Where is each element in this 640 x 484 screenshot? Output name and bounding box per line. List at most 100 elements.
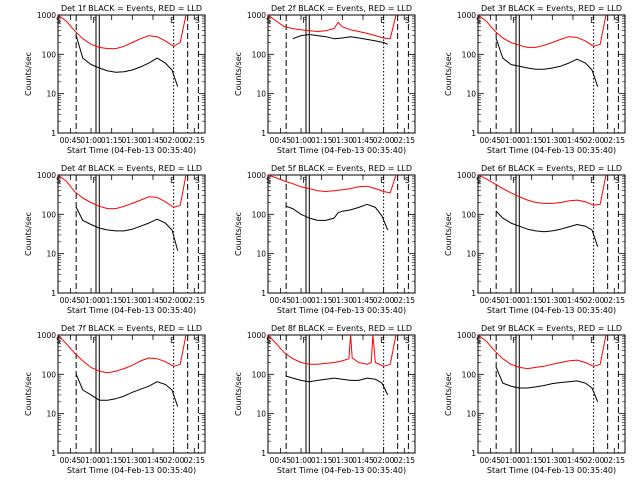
x-tick-label: 00:45 <box>480 136 502 145</box>
y-tick-label: 10 <box>46 250 56 259</box>
marker-label: S <box>266 176 271 185</box>
series-lld <box>268 335 397 367</box>
y-tick-label: 10 <box>256 90 266 99</box>
marker-label: F <box>512 16 516 25</box>
marker-lines <box>495 175 619 293</box>
y-tick-label: 1000 <box>247 331 266 340</box>
x-tick-label: 01:15 <box>521 136 543 145</box>
x-tick-label: 01:30 <box>122 296 144 305</box>
x-tick-label: 01:00 <box>500 296 522 305</box>
marker-lines <box>75 175 199 293</box>
series-group <box>268 15 397 45</box>
y-tick-label: 1 <box>51 129 56 138</box>
x-tick-label: 01:30 <box>332 456 354 465</box>
panel-6f: Det 6f BLACK = Events, RED = LLD Counts/s… <box>444 164 626 315</box>
panel-title: Det 3f BLACK = Events, RED = LLD <box>481 4 622 13</box>
panel-1f: Det 1f BLACK = Events, RED = LLD Counts/s… <box>24 4 206 155</box>
x-tick-label: 00:45 <box>480 456 502 465</box>
y-tick-label: 1 <box>51 289 56 298</box>
marker-label: E <box>590 176 595 185</box>
x-tick-label: 01:15 <box>101 136 123 145</box>
series-group <box>58 175 187 251</box>
x-tick-label: 01:30 <box>542 136 564 145</box>
series-events <box>495 210 599 247</box>
x-tick-label: 02:15 <box>183 136 205 145</box>
marker-lines <box>285 335 409 453</box>
y-tick-label: 1 <box>471 449 476 458</box>
series-group <box>268 175 397 231</box>
x-tick-label: 02:00 <box>583 456 605 465</box>
x-tick-label: 02:00 <box>373 296 395 305</box>
y-tick-label: 1000 <box>37 331 56 340</box>
x-tick-label: 02:15 <box>603 296 625 305</box>
x-tick-label: 01:15 <box>521 296 543 305</box>
plot-frame <box>477 14 626 134</box>
x-tick-label: 01:45 <box>562 136 584 145</box>
y-tick-label: 1000 <box>457 331 476 340</box>
marker-label: S <box>195 16 200 25</box>
marker-label: S <box>56 336 61 345</box>
panel-3f: Det 3f BLACK = Events, RED = LLD Counts/s… <box>444 4 626 155</box>
x-tick-label: 01:30 <box>332 296 354 305</box>
y-axis-label: Counts/sec <box>444 212 453 256</box>
marker-label: E <box>380 336 385 345</box>
marker-label: S <box>266 16 271 25</box>
x-tick-label: 01:45 <box>562 296 584 305</box>
y-tick-label: 1000 <box>247 171 266 180</box>
x-tick-label: 01:45 <box>352 296 374 305</box>
y-tick-label: 10 <box>466 250 476 259</box>
y-axis-label: Counts/sec <box>234 372 243 416</box>
y-tick-label: 100 <box>42 370 57 379</box>
x-tick-label: 01:15 <box>311 136 333 145</box>
series-events <box>286 203 389 231</box>
y-tick-label: 10 <box>46 410 56 419</box>
y-tick-label: 10 <box>46 90 56 99</box>
x-tick-label: 01:00 <box>290 456 312 465</box>
series-lld <box>268 175 397 194</box>
y-tick-label: 100 <box>462 370 477 379</box>
x-tick-label: 02:15 <box>183 456 205 465</box>
y-tick-label: 100 <box>462 210 477 219</box>
marker-label: E <box>170 176 175 185</box>
marker-label: F <box>302 336 306 345</box>
x-tick-label: 01:00 <box>80 456 102 465</box>
x-tick-label: 02:15 <box>603 136 625 145</box>
marker-label: F <box>302 176 306 185</box>
marker-label: S <box>476 336 481 345</box>
y-tick-label: 1 <box>261 449 266 458</box>
series-events <box>75 374 179 407</box>
panel-8f: Det 8f BLACK = Events, RED = LLD Counts/s… <box>234 324 416 475</box>
series-group <box>268 335 397 396</box>
x-tick-label: 01:15 <box>101 296 123 305</box>
y-tick-label: 10 <box>466 410 476 419</box>
x-tick-label: 01:45 <box>142 136 164 145</box>
marker-label: S <box>56 176 61 185</box>
x-tick-label: 01:45 <box>352 456 374 465</box>
y-tick-label: 1000 <box>247 11 266 20</box>
x-tick-label: 01:30 <box>332 136 354 145</box>
y-tick-label: 1000 <box>37 11 56 20</box>
y-axis-label: Counts/sec <box>24 372 33 416</box>
x-tick-label: 00:45 <box>60 296 82 305</box>
marker-label: E <box>170 16 175 25</box>
x-axis-label: Start Time (04-Feb-13 00:35:40) <box>487 466 616 475</box>
x-tick-label: 00:45 <box>270 456 292 465</box>
x-tick-label: 01:00 <box>500 136 522 145</box>
series-lld <box>58 335 187 374</box>
x-tick-label: 01:45 <box>352 136 374 145</box>
marker-label: F <box>512 336 516 345</box>
plot-frame <box>267 174 416 294</box>
plot-frame <box>267 334 416 454</box>
x-tick-label: 02:00 <box>163 136 185 145</box>
y-axis-label: Counts/sec <box>234 52 243 96</box>
y-tick-label: 100 <box>42 50 57 59</box>
marker-label: S <box>405 336 410 345</box>
x-axis-label: Start Time (04-Feb-13 00:35:40) <box>277 306 406 315</box>
marker-label: E <box>380 176 385 185</box>
panel-4f: Det 4f BLACK = Events, RED = LLD Counts/s… <box>24 164 206 315</box>
series-events <box>495 367 599 402</box>
y-tick-label: 1000 <box>457 171 476 180</box>
marker-label: S <box>476 176 481 185</box>
x-tick-label: 02:15 <box>393 456 415 465</box>
